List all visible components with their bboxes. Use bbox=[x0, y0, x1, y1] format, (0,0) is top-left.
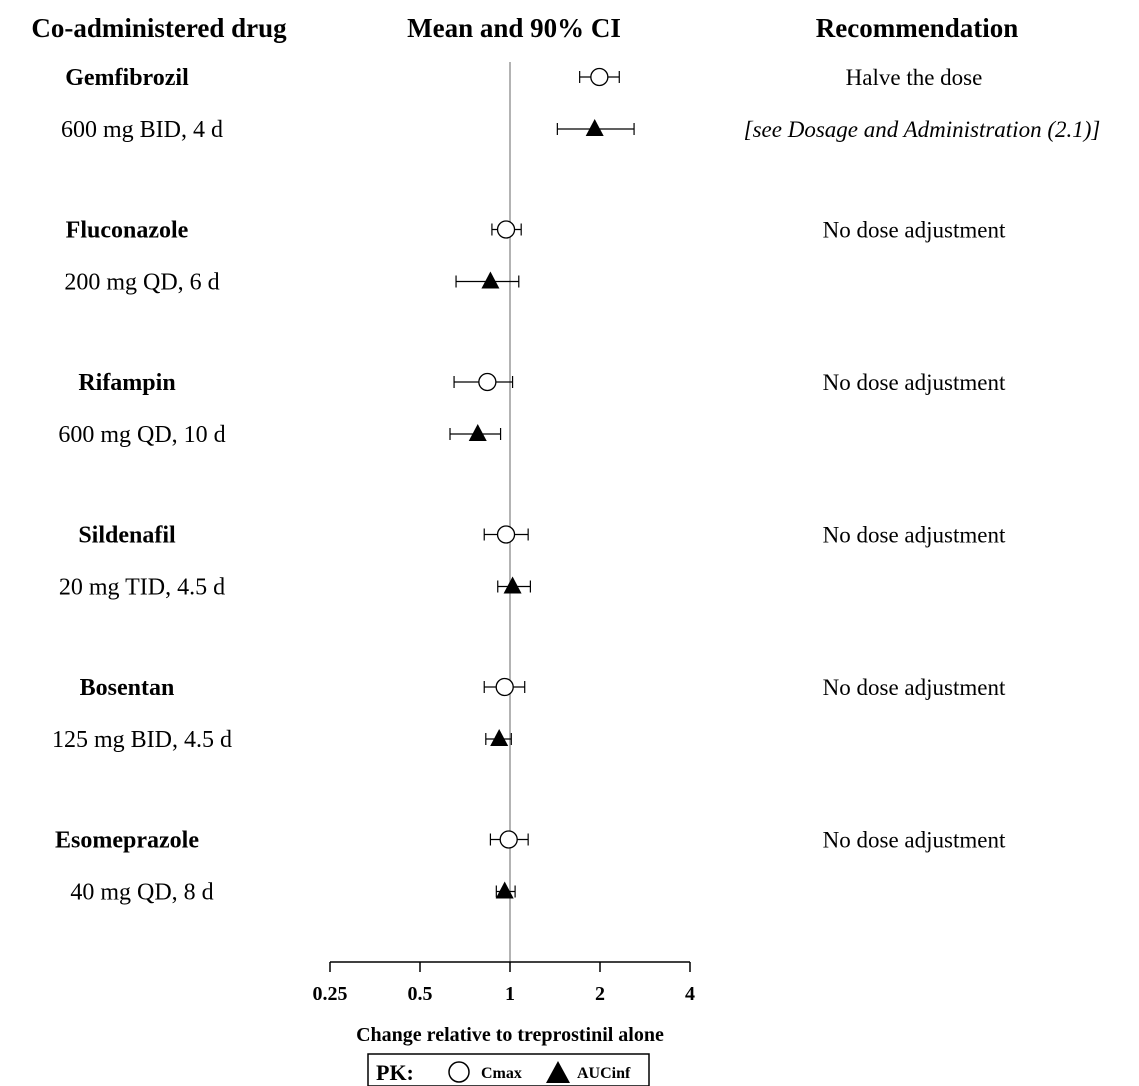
drug-name: Esomeprazole bbox=[55, 828, 199, 854]
drug-dose: 40 mg QD, 8 d bbox=[70, 880, 213, 906]
drug-dose: 600 mg QD, 10 d bbox=[58, 422, 225, 448]
forest-row: Fluconazole 200 mg QD, 6 d No dose adjustm… bbox=[64, 218, 1006, 296]
x-axis: 0.25 0.5 1 2 4 bbox=[313, 961, 695, 1005]
x-tick-label: 0.25 bbox=[313, 983, 348, 1005]
aucinf-point bbox=[495, 881, 514, 899]
header-ci: Mean and 90% CI bbox=[407, 13, 621, 43]
recommendation-text: No dose adjustment bbox=[823, 675, 1006, 700]
drug-name: Sildenafil bbox=[78, 523, 176, 549]
cmax-point bbox=[499, 830, 518, 849]
cmax-point bbox=[496, 220, 516, 239]
cmax-point bbox=[478, 372, 497, 392]
aucinf-point bbox=[490, 729, 509, 746]
recommendation-text: No dose adjustment bbox=[823, 370, 1006, 395]
header-drug: Co-administered drug bbox=[31, 13, 287, 43]
forest-row: Gemfibrozil 600 mg BID, 4 d Halve the dose… bbox=[61, 65, 1100, 143]
cmax-point bbox=[590, 67, 609, 87]
legend-label-cmax: Cmax bbox=[481, 1065, 522, 1082]
drug-name: Bosentan bbox=[80, 675, 175, 701]
recommendation-text: Halve the dose bbox=[846, 65, 983, 90]
header-recommendation: Recommendation bbox=[816, 13, 1018, 43]
forest-row: Esomeprazole 40 mg QD, 8 d No dose adjustm… bbox=[55, 828, 1006, 906]
x-tick-label: 0.5 bbox=[408, 983, 433, 1005]
legend-triangle-icon bbox=[546, 1061, 570, 1083]
legend: PK: Cmax AUCinf bbox=[367, 1053, 650, 1086]
aucinf-point bbox=[481, 271, 500, 289]
x-tick-label: 2 bbox=[595, 983, 605, 1005]
drug-dose: 20 mg TID, 4.5 d bbox=[59, 575, 225, 601]
x-tick-label: 4 bbox=[685, 983, 695, 1005]
cmax-point bbox=[496, 525, 516, 544]
aucinf-point bbox=[503, 576, 522, 594]
forest-row: Rifampin 600 mg QD, 10 d No dose adjustmen… bbox=[58, 370, 1006, 448]
forest-row: Bosentan 125 mg BID, 4.5 d No dose adjustm… bbox=[52, 675, 1006, 753]
recommendation-text: No dose adjustment bbox=[823, 218, 1006, 243]
legend-box bbox=[367, 1053, 650, 1086]
drug-name: Gemfibrozil bbox=[65, 65, 189, 91]
drug-dose: 600 mg BID, 4 d bbox=[61, 117, 223, 143]
recommendation-text: No dose adjustment bbox=[823, 523, 1006, 548]
aucinf-point bbox=[468, 424, 487, 441]
x-tick-label: 1 bbox=[505, 983, 515, 1005]
x-axis-title: Change relative to treprostinil alone bbox=[356, 1024, 664, 1046]
drug-name: Fluconazole bbox=[66, 218, 189, 244]
forest-row: Sildenafil 20 mg TID, 4.5 d No dose adjust… bbox=[59, 523, 1006, 601]
drug-dose: 200 mg QD, 6 d bbox=[64, 270, 219, 296]
drug-dose: 125 mg BID, 4.5 d bbox=[52, 727, 232, 753]
drug-name: Rifampin bbox=[78, 370, 175, 396]
recommendation-note: [see Dosage and Administration (2.1)] bbox=[744, 117, 1101, 142]
aucinf-point bbox=[585, 119, 604, 136]
cmax-point bbox=[495, 677, 514, 697]
legend-label-aucinf: AUCinf bbox=[577, 1065, 631, 1082]
legend-title: PK: bbox=[376, 1060, 414, 1085]
legend-circle-icon bbox=[448, 1061, 470, 1083]
recommendation-text: No dose adjustment bbox=[823, 828, 1006, 853]
forest-rows: Gemfibrozil 600 mg BID, 4 d Halve the dose… bbox=[52, 65, 1100, 906]
